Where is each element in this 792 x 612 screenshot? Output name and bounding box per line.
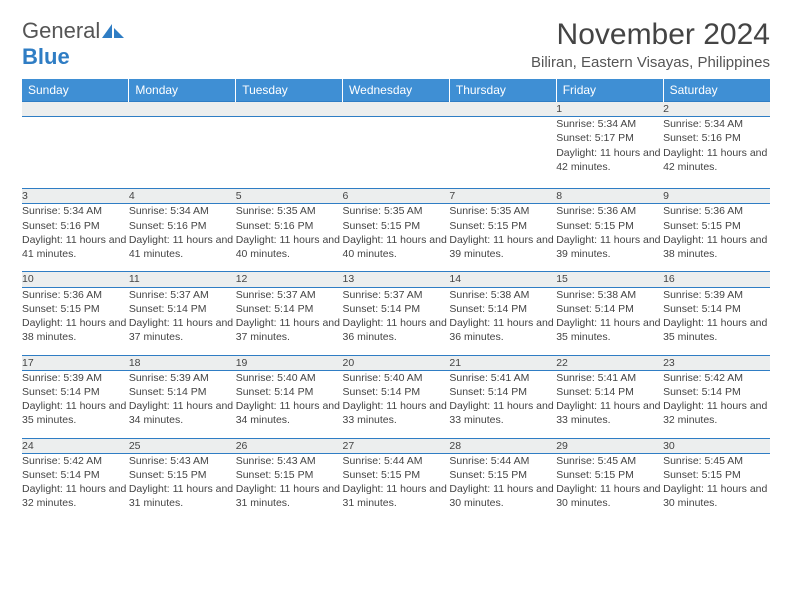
weekday-header-row: Sunday Monday Tuesday Wednesday Thursday… xyxy=(22,79,770,102)
day-number-cell: 27 xyxy=(343,438,450,453)
day-body-cell: Sunrise: 5:36 AM Sunset: 5:15 PM Dayligh… xyxy=(663,204,770,272)
day-body-cell: Sunrise: 5:42 AM Sunset: 5:14 PM Dayligh… xyxy=(663,370,770,438)
day-number-cell: 21 xyxy=(449,355,556,370)
day-number-cell xyxy=(449,102,556,117)
day-number-cell: 25 xyxy=(129,438,236,453)
day-body-cell: Sunrise: 5:38 AM Sunset: 5:14 PM Dayligh… xyxy=(556,287,663,355)
day-body-cell xyxy=(343,117,450,189)
day-number-cell: 10 xyxy=(22,272,129,287)
day-number-cell: 8 xyxy=(556,189,663,204)
day-number-cell: 13 xyxy=(343,272,450,287)
day-body-cell xyxy=(129,117,236,189)
weekday-header: Saturday xyxy=(663,79,770,102)
weekday-header: Thursday xyxy=(449,79,556,102)
day-number-cell xyxy=(22,102,129,117)
logo-text: General Blue xyxy=(22,18,124,70)
logo-sail-icon xyxy=(102,18,124,44)
day-number-cell: 15 xyxy=(556,272,663,287)
day-number-row: 3456789 xyxy=(22,189,770,204)
day-number-cell: 18 xyxy=(129,355,236,370)
day-number-cell xyxy=(343,102,450,117)
day-body-cell: Sunrise: 5:42 AM Sunset: 5:14 PM Dayligh… xyxy=(22,453,129,521)
day-number-cell: 11 xyxy=(129,272,236,287)
month-title: November 2024 xyxy=(531,18,770,52)
day-body-cell: Sunrise: 5:38 AM Sunset: 5:14 PM Dayligh… xyxy=(449,287,556,355)
day-number-cell: 12 xyxy=(236,272,343,287)
day-body-cell: Sunrise: 5:35 AM Sunset: 5:15 PM Dayligh… xyxy=(343,204,450,272)
weekday-header: Wednesday xyxy=(343,79,450,102)
logo-word1: General xyxy=(22,18,100,43)
day-number-cell: 30 xyxy=(663,438,770,453)
location-text: Biliran, Eastern Visayas, Philippines xyxy=(531,54,770,71)
day-number-cell: 26 xyxy=(236,438,343,453)
day-number-cell: 19 xyxy=(236,355,343,370)
day-body-cell: Sunrise: 5:45 AM Sunset: 5:15 PM Dayligh… xyxy=(663,453,770,521)
day-body-cell xyxy=(22,117,129,189)
day-body-cell: Sunrise: 5:35 AM Sunset: 5:15 PM Dayligh… xyxy=(449,204,556,272)
logo: General Blue xyxy=(22,18,124,70)
day-body-cell: Sunrise: 5:37 AM Sunset: 5:14 PM Dayligh… xyxy=(129,287,236,355)
day-body-cell: Sunrise: 5:44 AM Sunset: 5:15 PM Dayligh… xyxy=(343,453,450,521)
day-number-cell: 22 xyxy=(556,355,663,370)
day-body-row: Sunrise: 5:42 AM Sunset: 5:14 PM Dayligh… xyxy=(22,453,770,521)
day-body-cell: Sunrise: 5:40 AM Sunset: 5:14 PM Dayligh… xyxy=(236,370,343,438)
day-number-cell xyxy=(236,102,343,117)
day-body-cell: Sunrise: 5:36 AM Sunset: 5:15 PM Dayligh… xyxy=(22,287,129,355)
weekday-header: Tuesday xyxy=(236,79,343,102)
day-body-cell xyxy=(449,117,556,189)
day-number-cell: 2 xyxy=(663,102,770,117)
day-body-cell: Sunrise: 5:34 AM Sunset: 5:16 PM Dayligh… xyxy=(129,204,236,272)
day-body-row: Sunrise: 5:39 AM Sunset: 5:14 PM Dayligh… xyxy=(22,370,770,438)
day-body-cell xyxy=(236,117,343,189)
day-number-cell: 6 xyxy=(343,189,450,204)
day-number-row: 12 xyxy=(22,102,770,117)
header: General Blue November 2024 Biliran, East… xyxy=(22,18,770,71)
day-body-cell: Sunrise: 5:41 AM Sunset: 5:14 PM Dayligh… xyxy=(449,370,556,438)
calendar-body: 12Sunrise: 5:34 AM Sunset: 5:17 PM Dayli… xyxy=(22,102,770,522)
day-number-cell: 14 xyxy=(449,272,556,287)
title-block: November 2024 Biliran, Eastern Visayas, … xyxy=(531,18,770,71)
day-body-cell: Sunrise: 5:43 AM Sunset: 5:15 PM Dayligh… xyxy=(236,453,343,521)
day-body-cell: Sunrise: 5:45 AM Sunset: 5:15 PM Dayligh… xyxy=(556,453,663,521)
day-body-cell: Sunrise: 5:36 AM Sunset: 5:15 PM Dayligh… xyxy=(556,204,663,272)
day-number-cell: 28 xyxy=(449,438,556,453)
day-number-cell: 1 xyxy=(556,102,663,117)
day-number-cell: 3 xyxy=(22,189,129,204)
day-body-cell: Sunrise: 5:34 AM Sunset: 5:16 PM Dayligh… xyxy=(22,204,129,272)
day-number-row: 10111213141516 xyxy=(22,272,770,287)
day-number-cell: 23 xyxy=(663,355,770,370)
day-number-cell: 20 xyxy=(343,355,450,370)
day-body-cell: Sunrise: 5:37 AM Sunset: 5:14 PM Dayligh… xyxy=(343,287,450,355)
day-body-cell: Sunrise: 5:34 AM Sunset: 5:16 PM Dayligh… xyxy=(663,117,770,189)
weekday-header: Friday xyxy=(556,79,663,102)
day-number-cell: 4 xyxy=(129,189,236,204)
day-body-cell: Sunrise: 5:39 AM Sunset: 5:14 PM Dayligh… xyxy=(129,370,236,438)
day-number-cell: 24 xyxy=(22,438,129,453)
weekday-header: Sunday xyxy=(22,79,129,102)
day-body-cell: Sunrise: 5:39 AM Sunset: 5:14 PM Dayligh… xyxy=(22,370,129,438)
day-body-row: Sunrise: 5:34 AM Sunset: 5:16 PM Dayligh… xyxy=(22,204,770,272)
day-body-row: Sunrise: 5:34 AM Sunset: 5:17 PM Dayligh… xyxy=(22,117,770,189)
day-number-cell: 9 xyxy=(663,189,770,204)
day-number-cell: 29 xyxy=(556,438,663,453)
day-number-cell xyxy=(129,102,236,117)
day-body-cell: Sunrise: 5:41 AM Sunset: 5:14 PM Dayligh… xyxy=(556,370,663,438)
weekday-header: Monday xyxy=(129,79,236,102)
day-body-row: Sunrise: 5:36 AM Sunset: 5:15 PM Dayligh… xyxy=(22,287,770,355)
day-number-row: 24252627282930 xyxy=(22,438,770,453)
day-body-cell: Sunrise: 5:35 AM Sunset: 5:16 PM Dayligh… xyxy=(236,204,343,272)
day-number-cell: 16 xyxy=(663,272,770,287)
day-body-cell: Sunrise: 5:43 AM Sunset: 5:15 PM Dayligh… xyxy=(129,453,236,521)
day-number-row: 17181920212223 xyxy=(22,355,770,370)
day-number-cell: 17 xyxy=(22,355,129,370)
day-body-cell: Sunrise: 5:34 AM Sunset: 5:17 PM Dayligh… xyxy=(556,117,663,189)
day-body-cell: Sunrise: 5:39 AM Sunset: 5:14 PM Dayligh… xyxy=(663,287,770,355)
day-body-cell: Sunrise: 5:37 AM Sunset: 5:14 PM Dayligh… xyxy=(236,287,343,355)
logo-word2: Blue xyxy=(22,44,70,69)
day-body-cell: Sunrise: 5:40 AM Sunset: 5:14 PM Dayligh… xyxy=(343,370,450,438)
day-number-cell: 5 xyxy=(236,189,343,204)
day-body-cell: Sunrise: 5:44 AM Sunset: 5:15 PM Dayligh… xyxy=(449,453,556,521)
calendar-table: Sunday Monday Tuesday Wednesday Thursday… xyxy=(22,79,770,521)
day-number-cell: 7 xyxy=(449,189,556,204)
